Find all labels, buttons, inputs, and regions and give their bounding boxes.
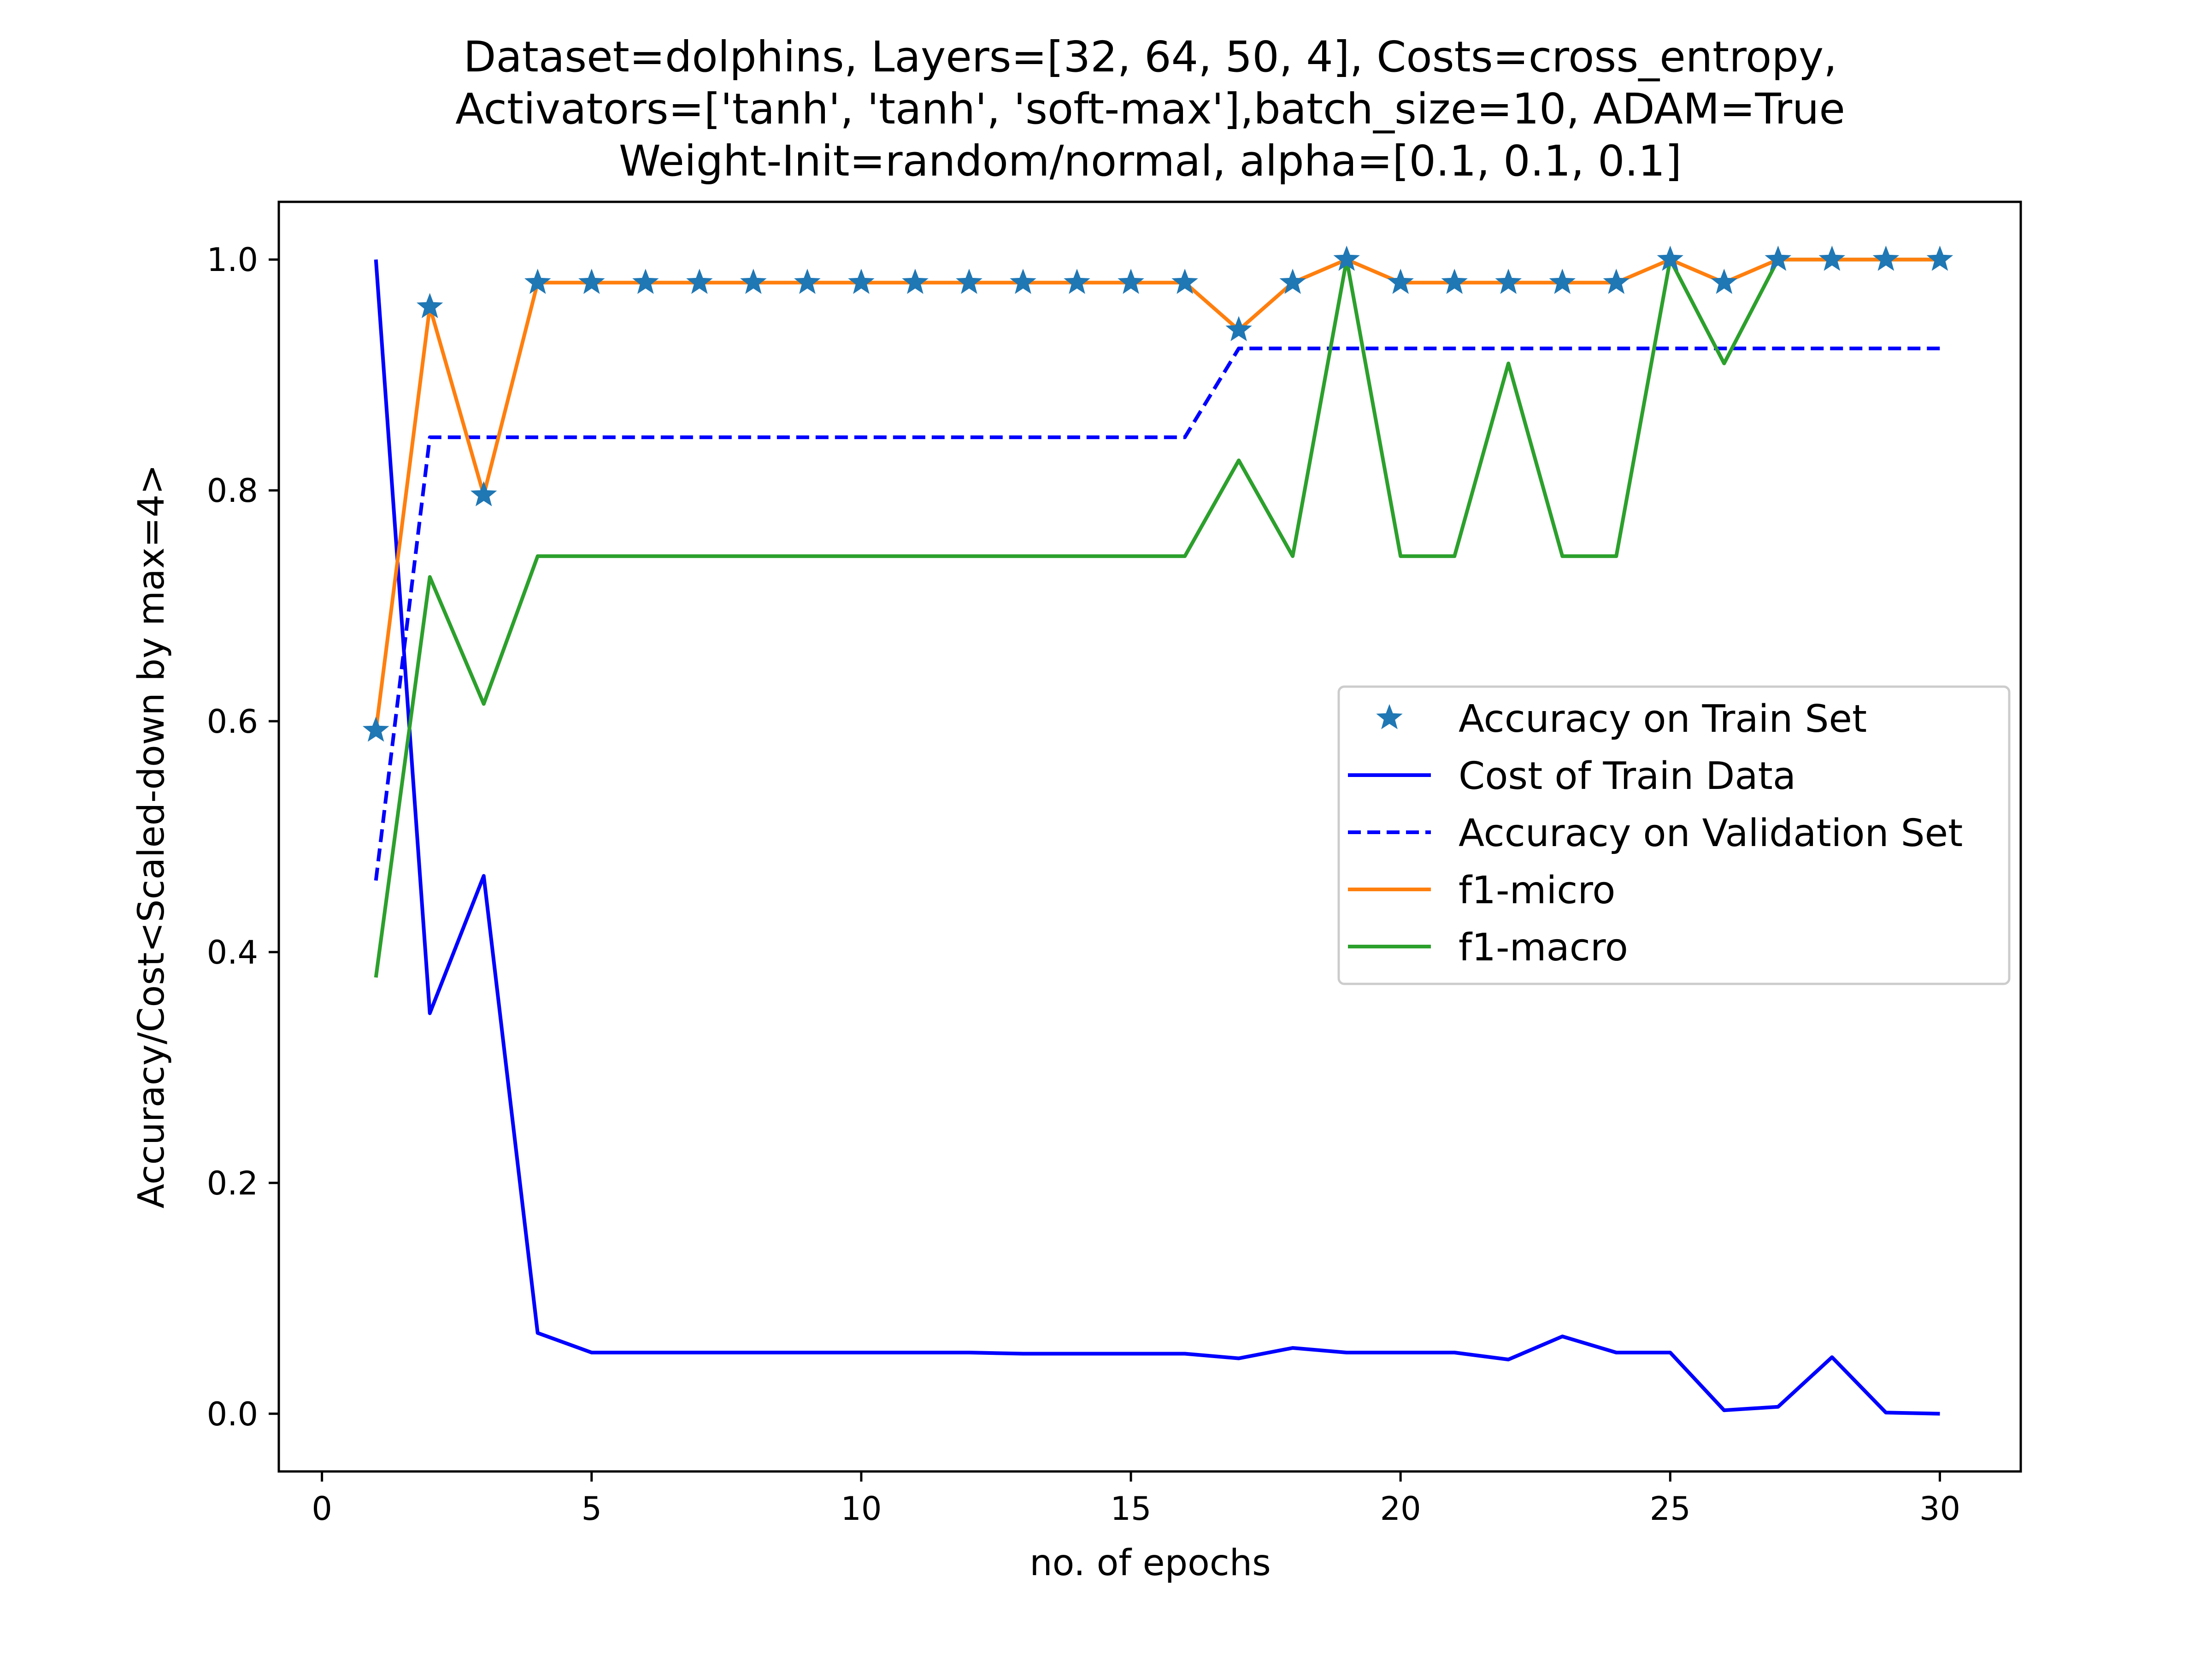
legend: Accuracy on Train Set Cost of Train Data… bbox=[1337, 685, 2011, 985]
series-layer bbox=[362, 245, 1953, 1416]
data-point-star bbox=[416, 293, 443, 318]
x-tick-label: 25 bbox=[1650, 1490, 1691, 1528]
legend-label-train-cost: Cost of Train Data bbox=[1459, 754, 1796, 798]
y-axis-label: Accuracy/Cost<Scaled-down by max=4> bbox=[131, 465, 172, 1209]
y-tick-label: 1.0 bbox=[207, 241, 258, 279]
data-point-star bbox=[632, 269, 659, 294]
data-point-star bbox=[470, 481, 497, 506]
x-tick-label: 30 bbox=[1919, 1490, 1960, 1528]
x-tick-label: 10 bbox=[841, 1490, 882, 1528]
series-line-cost-of-train-data bbox=[374, 259, 1940, 1416]
data-point-star bbox=[1711, 269, 1738, 294]
series-line-f1-macro bbox=[374, 258, 1940, 978]
data-point-star bbox=[740, 269, 767, 294]
legend-label-validation-accuracy: Accuracy on Validation Set bbox=[1459, 812, 1963, 855]
x-tick-label: 20 bbox=[1380, 1490, 1421, 1528]
data-point-star bbox=[1387, 269, 1414, 294]
chart-title-line-3: Weight-Init=random/normal, alpha=[0.1, 0… bbox=[619, 136, 1682, 186]
x-axis-label: no. of epochs bbox=[1030, 1542, 1271, 1584]
data-point-star bbox=[848, 269, 875, 294]
data-point-star bbox=[686, 269, 713, 294]
x-tick-label: 0 bbox=[312, 1490, 332, 1528]
data-point-star bbox=[1926, 245, 1953, 271]
data-point-star bbox=[1441, 269, 1468, 294]
legend-box bbox=[1337, 685, 2011, 985]
legend-label-f1-micro: f1-micro bbox=[1459, 869, 1615, 912]
y-tick-label: 0.2 bbox=[207, 1165, 258, 1202]
data-point-star bbox=[1657, 245, 1684, 271]
data-point-star bbox=[524, 269, 551, 294]
legend-label-f1-macro: f1-macro bbox=[1459, 926, 1628, 970]
x-tick-label: 5 bbox=[581, 1490, 602, 1528]
legend-label-train-accuracy: Accuracy on Train Set bbox=[1459, 697, 1867, 741]
data-point-star bbox=[1225, 316, 1252, 341]
y-tick-label: 0.8 bbox=[207, 472, 258, 510]
data-point-star bbox=[362, 716, 389, 742]
x-tick-label: 15 bbox=[1111, 1490, 1152, 1528]
data-point-star bbox=[1549, 269, 1576, 294]
data-point-star bbox=[1279, 269, 1306, 294]
data-point-star bbox=[902, 269, 929, 294]
data-point-star bbox=[956, 269, 982, 294]
data-point-star bbox=[1333, 245, 1360, 271]
chart-title-line-1: Dataset=dolphins, Layers=[32, 64, 50, 4]… bbox=[464, 32, 1837, 82]
data-point-star bbox=[1765, 245, 1792, 271]
data-point-star bbox=[1495, 269, 1522, 294]
y-axis: 0.0 0.2 0.4 0.6 0.8 1.0 bbox=[207, 241, 279, 1433]
series-line-accuracy-on-validation-set bbox=[374, 347, 1940, 881]
chart-title-line-2: Activators=['tanh', 'tanh', 'soft-max'],… bbox=[455, 84, 1845, 134]
data-point-star bbox=[1010, 269, 1036, 294]
data-point-star bbox=[1818, 245, 1846, 271]
data-point-star bbox=[794, 269, 821, 294]
data-point-star bbox=[1064, 269, 1090, 294]
x-axis: 0 5 10 15 20 25 30 bbox=[312, 1471, 1960, 1528]
y-tick-label: 0.0 bbox=[207, 1395, 258, 1433]
legend-swatch-star bbox=[1376, 704, 1403, 729]
series-line-f1-micro bbox=[374, 258, 1940, 731]
y-tick-label: 0.4 bbox=[207, 934, 258, 971]
legend-swatches bbox=[1348, 704, 1431, 948]
data-point-star bbox=[1872, 245, 1900, 271]
data-point-star bbox=[1171, 269, 1198, 294]
data-point-star bbox=[578, 269, 605, 294]
data-point-star bbox=[1118, 269, 1144, 294]
data-point-star bbox=[1603, 269, 1630, 294]
series-accuracy-on-train-set bbox=[362, 245, 1953, 742]
y-tick-label: 0.6 bbox=[207, 703, 258, 741]
